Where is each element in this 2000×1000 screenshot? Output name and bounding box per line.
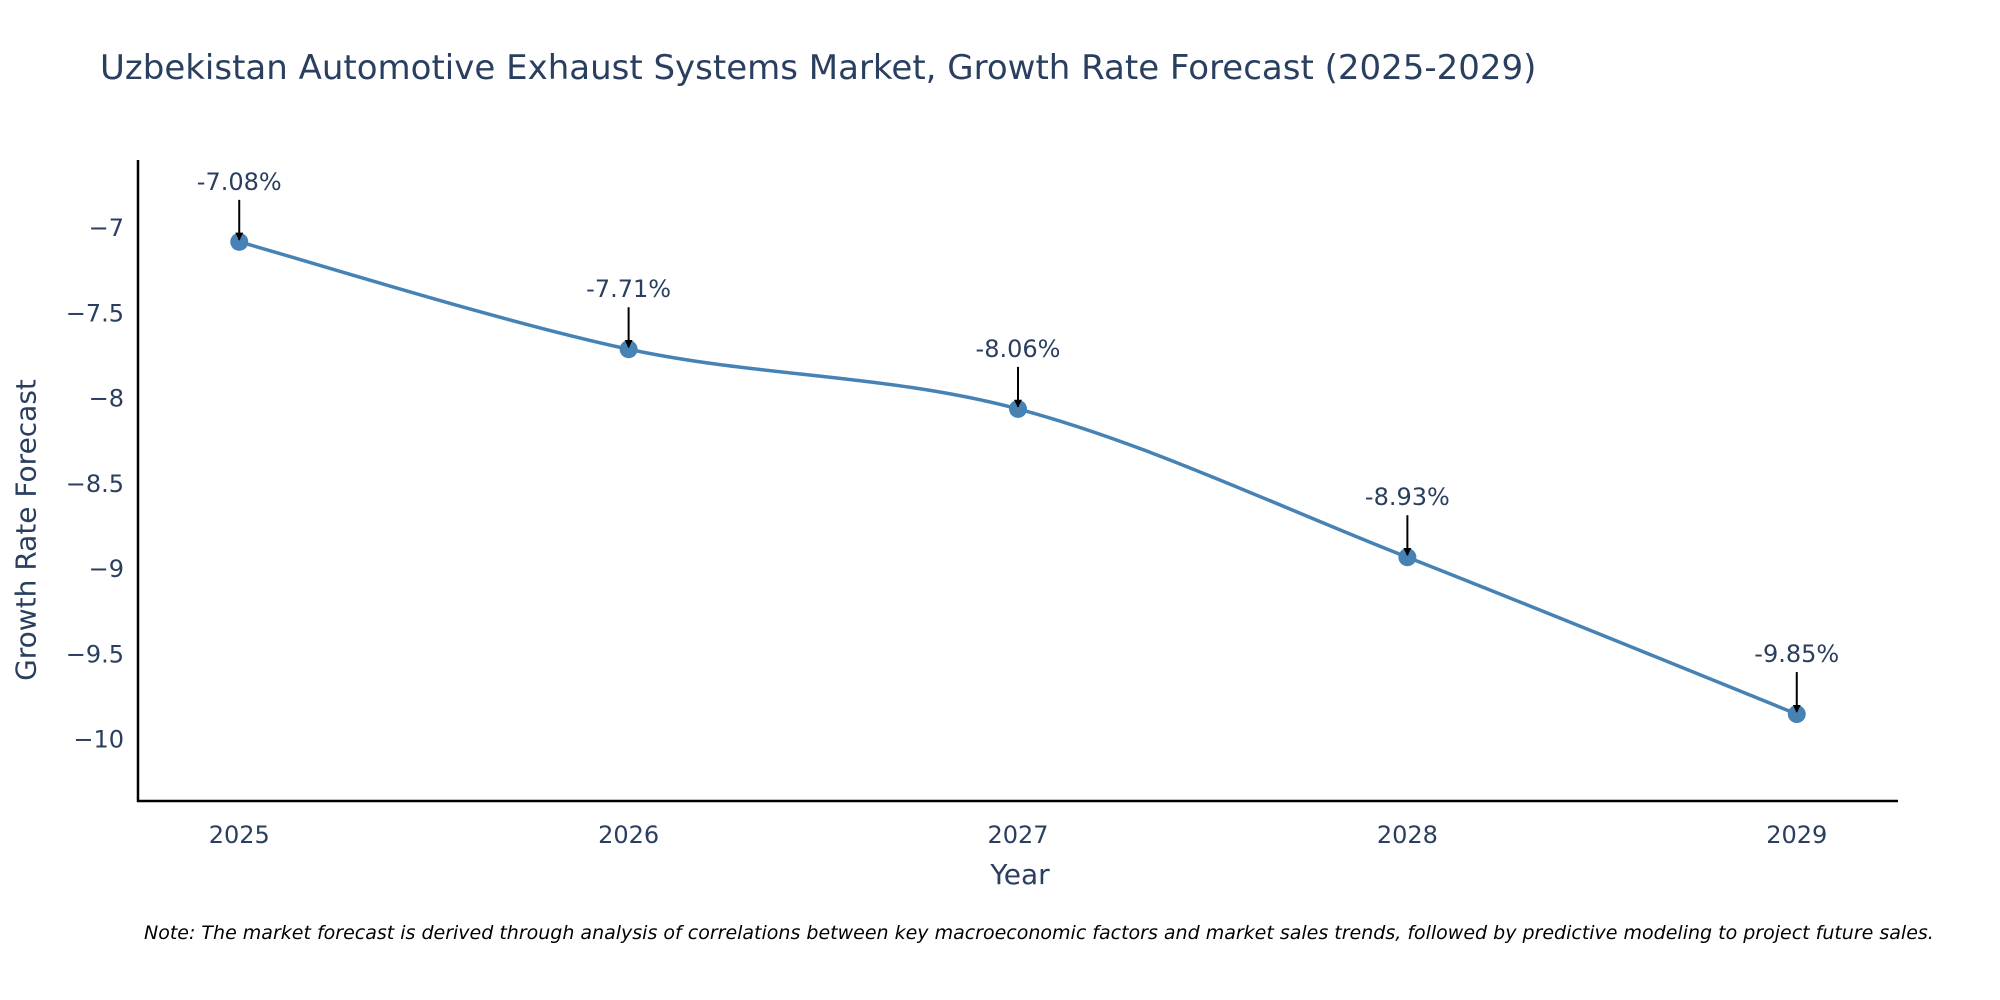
x-tick-label: 2028 [1377,821,1438,849]
data-label-2029: -9.85% [1754,640,1839,668]
y-tick-label: −10 [73,726,124,754]
x-tick-label: 2029 [1766,821,1827,849]
data-point-2028 [1398,548,1417,567]
x-tick-label: 2025 [209,821,270,849]
data-label-2028: -8.93% [1365,483,1450,511]
data-point-2025 [230,232,249,251]
chart-title: Uzbekistan Automotive Exhaust Systems Ma… [100,48,1537,88]
data-label-2025: -7.08% [197,168,282,196]
data-point-2029 [1787,705,1806,724]
y-tick-label: −7.5 [66,299,124,327]
footnote: Note: The market forecast is derived thr… [144,922,1934,944]
data-label-2026: -7.71% [586,275,671,303]
y-tick-label: −8.5 [66,470,124,498]
series-line [238,240,1798,716]
y-tick-label: −9.5 [66,640,124,668]
data-point-2026 [619,340,638,359]
x-axis-title: Year [990,858,1050,891]
x-tick-label: 2027 [987,821,1048,849]
x-tick-label: 2026 [598,821,659,849]
y-tick-label: −7 [89,214,124,242]
data-label-2027: -8.06% [976,335,1061,363]
y-tick-label: −9 [89,555,124,583]
data-point-2027 [1009,399,1027,418]
y-tick-label: −8 [89,385,124,413]
